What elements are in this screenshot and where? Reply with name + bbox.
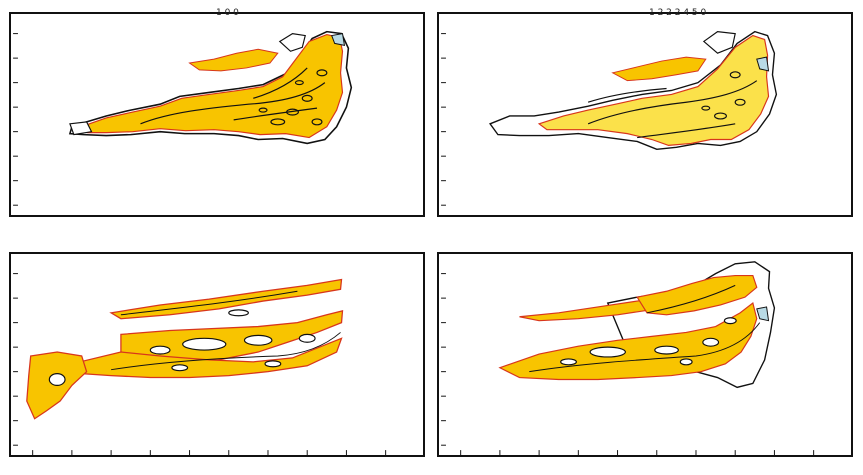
inner-contours — [111, 290, 341, 371]
water-light — [756, 56, 770, 72]
tick-marks — [441, 273, 815, 455]
tick-marks — [13, 33, 18, 206]
map-panel-top-left: 1 0 0 — [9, 8, 425, 217]
upper-arm — [611, 56, 707, 82]
top-axis-label-right: 1 2 2 2 4 5 0 — [649, 8, 707, 18]
inner-contours — [587, 71, 758, 139]
white-inlet — [702, 31, 736, 54]
map-panel-bottom-left — [9, 252, 425, 457]
inner-contours — [140, 67, 328, 126]
holes — [48, 309, 316, 386]
fragment-upper-right — [636, 274, 758, 316]
map-panel-bottom-right — [437, 252, 853, 457]
holes — [560, 317, 737, 366]
top-axis-label-left: 1 0 0 — [216, 8, 239, 18]
filled-region — [537, 34, 770, 146]
white-inlet-2 — [69, 121, 93, 136]
tick-marks — [13, 273, 387, 455]
map-drawing-top-right — [489, 30, 778, 151]
coast-outline — [68, 30, 353, 145]
upper-arm — [188, 48, 279, 72]
water-light — [331, 33, 346, 46]
map-drawing-top-left — [68, 30, 353, 145]
map-drawing-bottom-left — [26, 278, 344, 420]
map-panel-top-right: 1 2 2 2 4 5 0 — [437, 8, 853, 217]
fragment-south — [70, 337, 343, 379]
map-drawing-bottom-right — [498, 261, 776, 389]
white-inlet — [278, 32, 306, 52]
filled-region — [82, 33, 344, 139]
inner-contours — [529, 284, 761, 373]
tick-marks — [441, 33, 446, 206]
water-light — [756, 306, 770, 322]
